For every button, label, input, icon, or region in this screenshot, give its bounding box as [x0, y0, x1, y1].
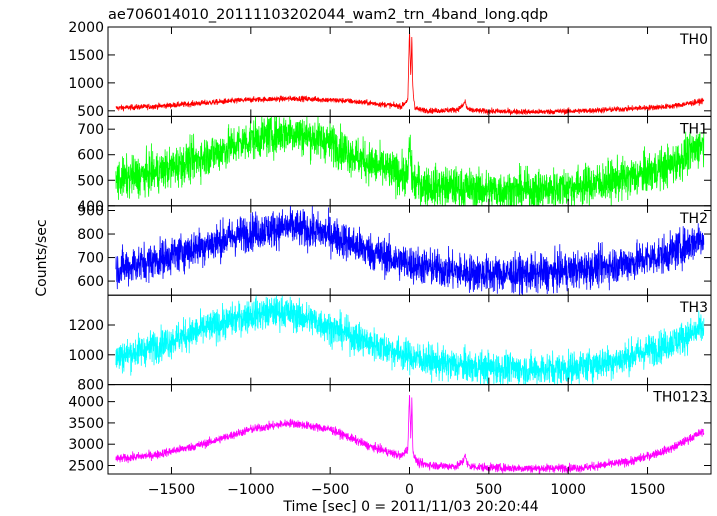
panel-th0123: TH0123 2500 3000 3500 4000 — [68, 384, 712, 475]
x-tick-label: −1500 — [148, 482, 195, 498]
y-tick-label: 600 — [77, 274, 104, 290]
x-tick-label: −500 — [311, 482, 349, 498]
series-line-th3 — [115, 295, 705, 385]
y-tick-label: 500 — [77, 173, 104, 189]
y-tick-label: 1200 — [68, 318, 104, 334]
y-axis-label: Counts/sec — [34, 219, 50, 296]
panel-th0: TH0 500 1000 1500 2000 — [68, 20, 712, 120]
panel-th1: TH1 400 500 600 700 — [77, 115, 712, 215]
panel-label: TH3 — [679, 300, 708, 316]
x-tick-label: 1000 — [550, 482, 586, 498]
x-tick-label: 500 — [475, 482, 502, 498]
y-tick-label: 3000 — [68, 437, 104, 453]
series-line-th0 — [115, 31, 705, 116]
y-tick-label: 900 — [77, 204, 104, 220]
panel-label: TH0 — [679, 32, 708, 48]
y-tick-label: 500 — [77, 104, 104, 120]
y-tick-label: 800 — [77, 227, 104, 243]
panel-th2: TH2 600 700 800 900 — [77, 204, 712, 296]
y-tick-label: 600 — [77, 148, 104, 164]
series-line-th2 — [115, 205, 705, 296]
y-tick-label: 4000 — [68, 395, 104, 411]
y-tick-label: 2500 — [68, 458, 104, 474]
y-tick-label: 400 — [77, 199, 104, 215]
y-tick-label: 1500 — [68, 48, 104, 64]
y-tick-label: 800 — [77, 378, 104, 394]
chart-panels: TH0 500 1000 1500 2000 TH1 400 500 600 700 TH2 600 7… — [68, 20, 712, 498]
series-line-th1 — [115, 116, 705, 206]
y-tick-label: 3500 — [68, 416, 104, 432]
y-tick-label: 1000 — [68, 76, 104, 92]
panel-label: TH1 — [679, 121, 708, 137]
y-tick-label: 700 — [77, 122, 104, 138]
panel-th3: TH3 800 1000 1200 — [68, 294, 712, 394]
y-tick-label: 2000 — [68, 20, 104, 36]
series-line-th0123 — [115, 394, 705, 475]
panel-label: TH2 — [679, 211, 708, 227]
y-tick-label: 1000 — [68, 348, 104, 364]
x-axis-label: Time [sec] 0 = 2011/11/03 20:20:44 — [282, 499, 538, 515]
panel-label: TH0123 — [652, 390, 708, 406]
x-tick-label: 1500 — [630, 482, 666, 498]
y-tick-label: 700 — [77, 251, 104, 267]
x-tick-label: −1000 — [227, 482, 274, 498]
x-tick-label: 0 — [405, 482, 414, 498]
chart-title: ae706014010_20111103202044_wam2_trn_4ban… — [108, 7, 548, 23]
